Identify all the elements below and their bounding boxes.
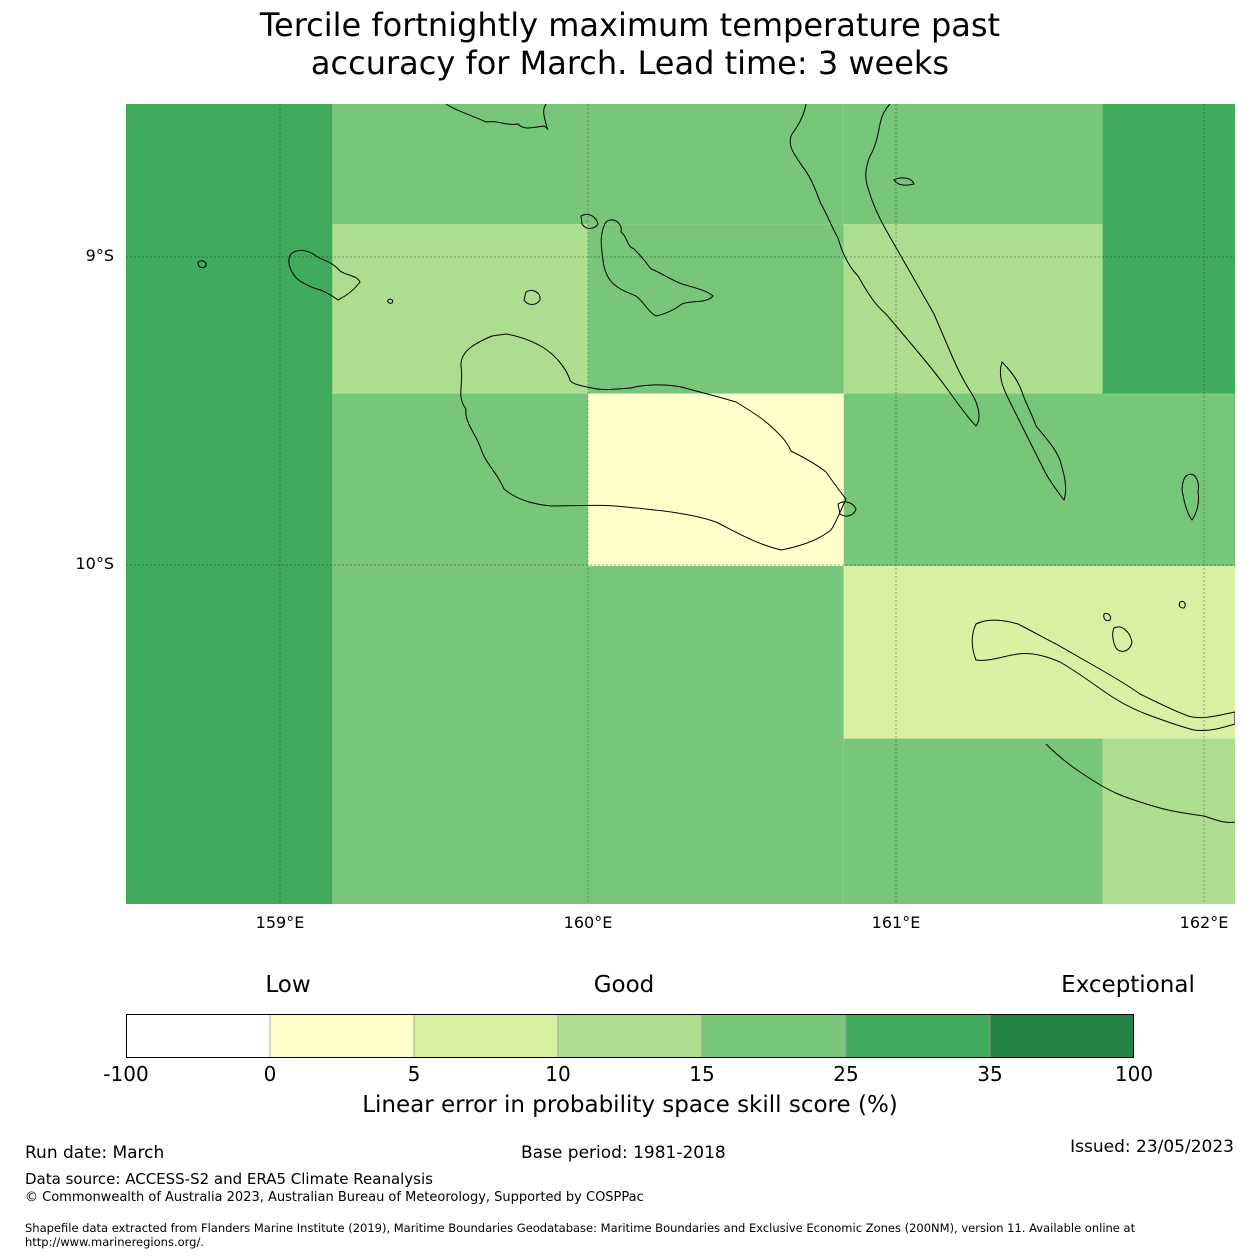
colorbar-tick: 10	[545, 1062, 571, 1086]
coast-guadalcanal	[460, 333, 847, 551]
data-source: Data source: ACCESS-S2 and ERA5 Climate …	[25, 1170, 433, 1188]
coast-guadalcanal-tip	[837, 501, 857, 517]
colorbar-segment	[989, 1014, 1134, 1058]
base-period: Base period: 1981-2018	[521, 1143, 726, 1163]
colorbar-label: Linear error in probability space skill …	[362, 1092, 898, 1118]
coast-russell-islet	[197, 260, 207, 269]
issued-date: Issued: 23/05/2023	[1070, 1137, 1234, 1157]
coast-isabel-islet	[893, 177, 915, 186]
skill-cell	[588, 224, 844, 394]
skill-cell	[843, 224, 1103, 394]
gridlines	[126, 104, 1235, 904]
coast-nggela-west	[580, 213, 599, 229]
lat-label-9s: 9°S	[85, 246, 114, 265]
coast-ulawa	[1181, 473, 1199, 521]
lon-label-159e: 159°E	[255, 913, 305, 932]
colorbar	[126, 1014, 1134, 1058]
skill-cell	[588, 393, 844, 567]
lon-label-160e: 160°E	[563, 913, 613, 932]
coast-makira-islet-3	[1178, 601, 1186, 609]
colorbar-tick: 25	[833, 1062, 859, 1086]
colorbar-category-good: Good	[593, 972, 655, 998]
run-date: Run date: March	[25, 1143, 165, 1163]
title-line-1: Tercile fortnightly maximum temperature …	[259, 6, 1001, 44]
map-canvas	[126, 104, 1235, 904]
coast-south-coast	[1045, 743, 1235, 823]
coast-russell-islands	[288, 249, 361, 301]
skill-grid-cells	[126, 104, 1235, 904]
colorbar-tick: 15	[689, 1062, 715, 1086]
skill-cell	[1102, 738, 1235, 904]
coast-malaita-north	[999, 361, 1067, 502]
skill-cell	[332, 566, 844, 904]
colorbar-tick: 35	[977, 1062, 1003, 1086]
colorbar-frame	[126, 1014, 1134, 1058]
coast-makira-islet	[1112, 626, 1133, 652]
colorbar-segment	[126, 1014, 271, 1058]
coast-nggela-small	[523, 289, 541, 305]
skill-cell	[588, 104, 844, 225]
coast-isabel-south	[789, 104, 980, 427]
skill-cell	[843, 104, 1103, 225]
colorbar-category-low: Low	[265, 972, 311, 998]
colorbar-tick: 0	[263, 1062, 277, 1086]
coast-isabel-north	[445, 104, 549, 130]
map-panel	[126, 104, 1235, 904]
map-title: Tercile fortnightly maximum temperature …	[0, 6, 1260, 82]
colorbar-segment	[845, 1014, 991, 1058]
coast-makira	[971, 619, 1235, 731]
copyright-notice: © Commonwealth of Australia 2023, Austra…	[25, 1190, 644, 1205]
skill-cell	[332, 224, 589, 394]
skill-cell	[126, 104, 333, 904]
lon-label-161e: 161°E	[871, 913, 921, 932]
skill-cell	[843, 566, 1235, 739]
skill-cell	[843, 393, 1235, 567]
shapefile-credit: Shapefile data extracted from Flanders M…	[25, 1221, 1136, 1249]
skill-cell	[332, 104, 589, 225]
colorbar-tick: 100	[1114, 1062, 1154, 1086]
coast-russell-islet-2	[387, 298, 394, 304]
colorbar-tick: -100	[103, 1062, 149, 1086]
coast-nggela-east	[600, 219, 714, 317]
colorbar-segment	[557, 1014, 703, 1058]
coastlines	[197, 104, 1235, 823]
colorbar-tick: 5	[407, 1062, 421, 1086]
colorbar-segment	[269, 1014, 415, 1058]
colorbar-segment	[413, 1014, 559, 1058]
skill-cell	[1102, 104, 1235, 394]
skill-cell	[332, 393, 589, 567]
title-line-2: accuracy for March. Lead time: 3 weeks	[310, 44, 950, 82]
colorbar-segment	[701, 1014, 847, 1058]
skill-cell	[843, 738, 1103, 904]
lon-label-162e: 162°E	[1179, 913, 1229, 932]
lat-label-10s: 10°S	[75, 554, 114, 573]
colorbar-category-exceptional: Exceptional	[1061, 972, 1195, 998]
coast-makira-islet-2	[1103, 613, 1111, 622]
